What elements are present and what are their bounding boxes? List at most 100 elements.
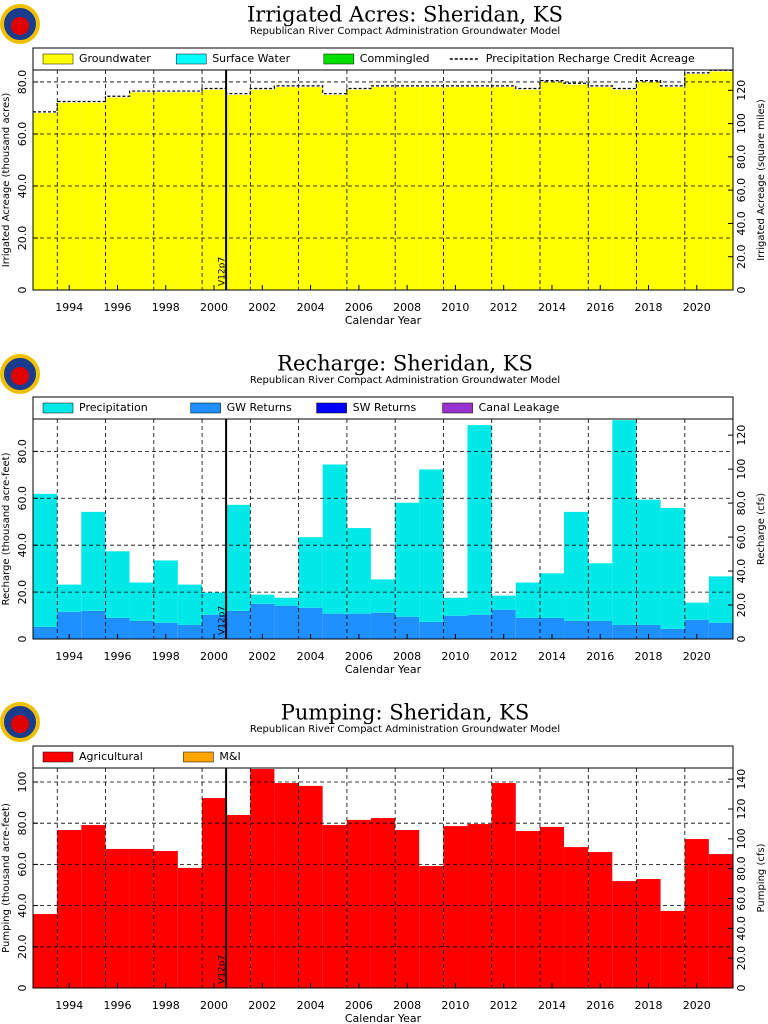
x-axis-label: Calendar Year xyxy=(345,1012,422,1024)
y2-tick-label: 140 xyxy=(735,769,748,790)
y-tick-label: 80.0 xyxy=(16,70,29,95)
y-tick-label: 0 xyxy=(16,985,29,992)
bar xyxy=(81,610,106,639)
x-tick-label: 2000 xyxy=(200,650,228,663)
plot-frame xyxy=(32,69,734,291)
y2-tick-label: 80.0 xyxy=(735,145,748,170)
y-tick-label: 80.0 xyxy=(16,439,29,464)
line xyxy=(33,69,733,113)
bar xyxy=(443,87,468,291)
bar xyxy=(105,97,130,291)
chart-title: Irrigated Acres: Sheridan, KS xyxy=(247,3,563,27)
bar xyxy=(684,619,709,639)
bar xyxy=(419,621,444,639)
bar xyxy=(33,914,58,988)
y2-axis-label: Recharge (cfs) xyxy=(756,493,767,565)
bar xyxy=(588,620,613,639)
bar xyxy=(467,87,492,291)
x-tick-label: 1996 xyxy=(103,999,131,1012)
annotation-label: V12p7 xyxy=(218,955,228,984)
bar xyxy=(467,824,492,988)
chart-subtitle: Republican River Compact Administration … xyxy=(250,375,560,386)
bar xyxy=(708,71,733,291)
bar xyxy=(588,87,613,291)
bar xyxy=(33,113,58,290)
bar xyxy=(129,848,154,988)
y2-tick-label: 0 xyxy=(735,636,748,643)
bar xyxy=(395,502,420,617)
x-tick-label: 2014 xyxy=(538,650,566,663)
bar xyxy=(636,879,661,988)
x-tick-label: 1998 xyxy=(152,999,180,1012)
bar xyxy=(322,464,347,614)
bar xyxy=(346,528,371,614)
bar xyxy=(201,89,227,290)
bar xyxy=(612,420,637,625)
bar xyxy=(708,576,733,623)
y-tick-label: 40.0 xyxy=(16,893,29,918)
x-tick-label: 2006 xyxy=(345,650,373,663)
y-tick-label: 40.0 xyxy=(16,533,29,558)
y-tick-label: 0 xyxy=(16,287,29,294)
y-tick-label: 0 xyxy=(16,636,29,643)
legend-swatch xyxy=(42,53,74,65)
legend-swatch xyxy=(190,402,221,414)
x-tick-label: 2016 xyxy=(586,650,614,663)
x-axis-label: Calendar Year xyxy=(345,663,422,676)
y2-tick-label: 40.0 xyxy=(735,559,748,584)
bar xyxy=(684,602,709,620)
plot-frame xyxy=(32,767,734,989)
bar xyxy=(250,603,275,639)
x-tick-label: 2012 xyxy=(490,650,518,663)
bar xyxy=(443,597,468,616)
legend-label: GW Returns xyxy=(227,401,292,414)
x-tick-label: 2006 xyxy=(345,301,373,314)
x-tick-label: 2012 xyxy=(490,301,518,314)
bar xyxy=(57,584,82,612)
y2-tick-label: 20.0 xyxy=(735,244,748,269)
bar xyxy=(636,624,661,639)
x-tick-label: 2004 xyxy=(297,999,325,1012)
bar xyxy=(370,612,396,639)
y2-axis-label: Irrigated Acreage (square miles) xyxy=(756,99,767,261)
bar xyxy=(298,537,323,608)
x-tick-label: 2000 xyxy=(200,301,228,314)
chart-title: Pumping: Sheridan, KS xyxy=(281,701,529,725)
bar xyxy=(684,839,709,988)
bar xyxy=(564,847,589,988)
bar xyxy=(57,830,82,988)
y-axis-label: Pumping (thousand acre-feet) xyxy=(1,803,12,953)
y-tick-label: 100 xyxy=(16,772,29,793)
bar xyxy=(129,620,154,639)
bar xyxy=(346,89,371,290)
y-tick-label: 20.0 xyxy=(16,580,29,605)
x-tick-label: 2014 xyxy=(538,999,566,1012)
x-tick-label: 2004 xyxy=(297,650,325,663)
bar xyxy=(684,74,709,290)
bar xyxy=(129,582,154,621)
legend-label: Canal Leakage xyxy=(479,401,560,414)
bar xyxy=(708,622,733,639)
x-tick-label: 2002 xyxy=(248,999,276,1012)
bar xyxy=(515,89,540,290)
x-tick-label: 2010 xyxy=(441,650,469,663)
bar xyxy=(491,87,516,291)
bar xyxy=(636,499,661,625)
bar xyxy=(370,579,396,613)
legend-label: Precipitation Recharge Credit Acreage xyxy=(486,52,695,65)
bar xyxy=(539,573,565,618)
bar xyxy=(515,617,540,639)
legend-swatch xyxy=(323,53,355,65)
y2-tick-label: 100 xyxy=(735,113,748,134)
legend-label: M&I xyxy=(219,750,240,763)
x-tick-label: 2010 xyxy=(441,999,469,1012)
y2-tick-label: 40.0 xyxy=(735,916,748,941)
legend-label: Commingled xyxy=(360,52,430,65)
y-axis-label: Irrigated Acreage (thousand acres) xyxy=(1,93,12,268)
y2-tick-label: 0 xyxy=(735,287,748,294)
bar xyxy=(201,592,227,615)
y2-tick-label: 80.0 xyxy=(735,856,748,881)
bar xyxy=(177,624,202,639)
y-tick-label: 60.0 xyxy=(16,852,29,877)
